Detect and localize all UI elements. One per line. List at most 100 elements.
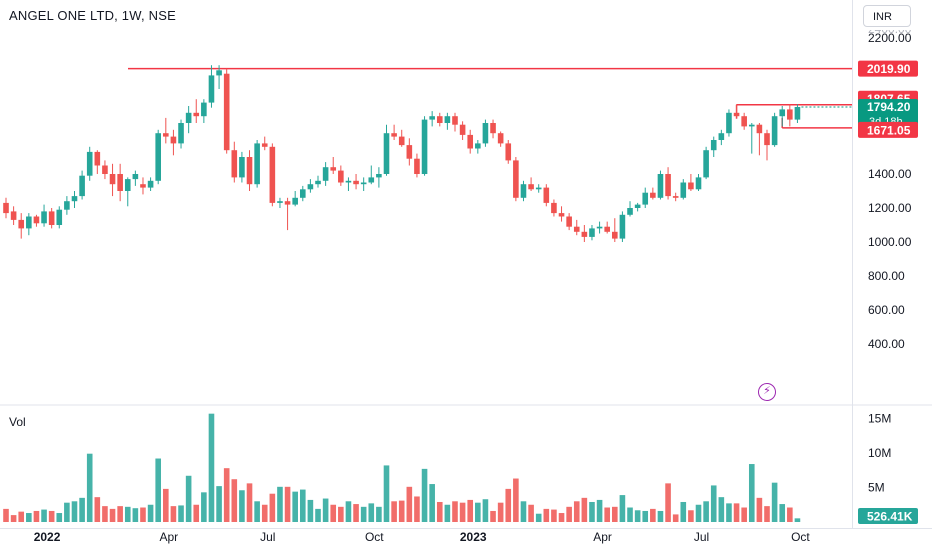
volume-bar bbox=[520, 501, 527, 522]
x-tick-label: Apr bbox=[593, 530, 612, 544]
volume-bar bbox=[193, 504, 200, 522]
candle-body bbox=[482, 123, 489, 144]
volume-bar bbox=[650, 508, 656, 522]
volume-bar bbox=[741, 507, 747, 522]
volume-bar bbox=[231, 479, 238, 522]
volume-bar bbox=[467, 499, 474, 522]
x-tick-label: Jul bbox=[260, 530, 275, 544]
volume-bar bbox=[140, 507, 146, 522]
candle-body bbox=[528, 184, 534, 190]
volume-bar bbox=[79, 497, 85, 522]
candle-body bbox=[3, 202, 9, 214]
candle-body bbox=[94, 151, 101, 166]
candle-body bbox=[429, 116, 435, 120]
volume-bar bbox=[178, 505, 184, 522]
volume-bar bbox=[710, 485, 717, 522]
volume-bar bbox=[64, 502, 70, 522]
lightning-icon[interactable]: ⚡ bbox=[758, 383, 776, 401]
volume-bar bbox=[756, 497, 763, 522]
candle-body bbox=[551, 202, 557, 214]
candle-body bbox=[718, 133, 725, 140]
volume-bar bbox=[733, 503, 740, 522]
volume-bar bbox=[163, 488, 169, 522]
candle-body bbox=[254, 143, 260, 185]
volume-bar bbox=[558, 513, 565, 522]
badge-current-bg bbox=[858, 98, 918, 129]
candle-body bbox=[475, 143, 481, 149]
volume-bar bbox=[436, 501, 443, 522]
volume-bar bbox=[627, 507, 633, 522]
candle-body bbox=[391, 133, 397, 137]
candle-body bbox=[452, 116, 458, 125]
price-badges: 2019.901807.651794.203d 18h1671.05526.41… bbox=[858, 60, 918, 524]
y-tick-label: 2200.00 bbox=[868, 31, 912, 45]
candle-body bbox=[79, 175, 85, 197]
volume-bar bbox=[528, 504, 534, 522]
y-tick-label: 1200.00 bbox=[868, 201, 912, 215]
candle-body bbox=[756, 124, 763, 134]
candle-body bbox=[292, 197, 298, 205]
volume-bar bbox=[779, 504, 786, 522]
candle-body bbox=[726, 112, 732, 134]
volume-bar bbox=[513, 478, 519, 522]
volume-bar bbox=[581, 497, 588, 522]
candle-body bbox=[261, 143, 268, 147]
candle-body bbox=[535, 187, 542, 190]
candle-body bbox=[733, 112, 740, 117]
currency-button[interactable]: INR bbox=[863, 5, 911, 27]
badge-current-price: 1794.20 bbox=[867, 100, 911, 114]
candle-body bbox=[33, 216, 40, 224]
candle-body bbox=[634, 204, 641, 208]
candle-body bbox=[269, 146, 276, 203]
y-tick-label: 600.00 bbox=[868, 303, 905, 317]
candle-body bbox=[208, 75, 215, 103]
volume-bar bbox=[261, 504, 268, 522]
candle-body bbox=[764, 133, 770, 146]
x-tick-label: 2023 bbox=[460, 530, 487, 544]
candle-body bbox=[398, 136, 405, 146]
volume-bar bbox=[612, 506, 618, 522]
y-tick-label: 1000.00 bbox=[868, 235, 912, 249]
volume-bar bbox=[566, 506, 572, 522]
candle-body bbox=[223, 73, 230, 151]
volume-bar bbox=[56, 513, 63, 522]
volume-bar bbox=[383, 465, 390, 522]
candle-body bbox=[155, 133, 161, 181]
candle-body bbox=[353, 180, 359, 185]
volume-bar bbox=[543, 508, 550, 522]
volume-bar bbox=[672, 514, 679, 522]
volume-bar bbox=[3, 508, 9, 522]
candle-body bbox=[627, 208, 633, 215]
candle-body bbox=[322, 167, 329, 181]
volume-bar bbox=[551, 509, 557, 522]
candle-body bbox=[64, 201, 70, 210]
volume-label: Vol bbox=[9, 415, 26, 429]
volume-bar bbox=[475, 502, 481, 522]
candle-body bbox=[436, 116, 443, 123]
volume-bar bbox=[299, 489, 306, 522]
volume-bar bbox=[170, 506, 177, 522]
candle-body bbox=[688, 182, 694, 190]
candle-body bbox=[710, 140, 717, 151]
candle-body bbox=[748, 124, 755, 127]
candle-body bbox=[383, 133, 390, 174]
x-tick-label: Oct bbox=[365, 530, 384, 544]
candle-body bbox=[581, 231, 588, 237]
volume-bar bbox=[239, 490, 245, 522]
candle-body bbox=[695, 177, 702, 190]
volume-bar bbox=[505, 488, 512, 522]
candle-body bbox=[596, 226, 603, 229]
volume-bar bbox=[657, 510, 664, 522]
candle-body bbox=[376, 174, 382, 178]
axes: 400.00 600.00 800.00 1000.00 1200.00 1400.00 2… bbox=[34, 22, 912, 544]
volume-bar bbox=[86, 453, 93, 522]
candle-body bbox=[490, 123, 496, 134]
candle-body bbox=[360, 182, 367, 185]
volume-bar bbox=[292, 491, 298, 522]
volume-bar bbox=[18, 511, 25, 522]
volume-bar bbox=[573, 501, 580, 522]
volume-bar bbox=[10, 515, 17, 522]
candle-body bbox=[26, 216, 32, 229]
volume-bar bbox=[482, 499, 489, 522]
